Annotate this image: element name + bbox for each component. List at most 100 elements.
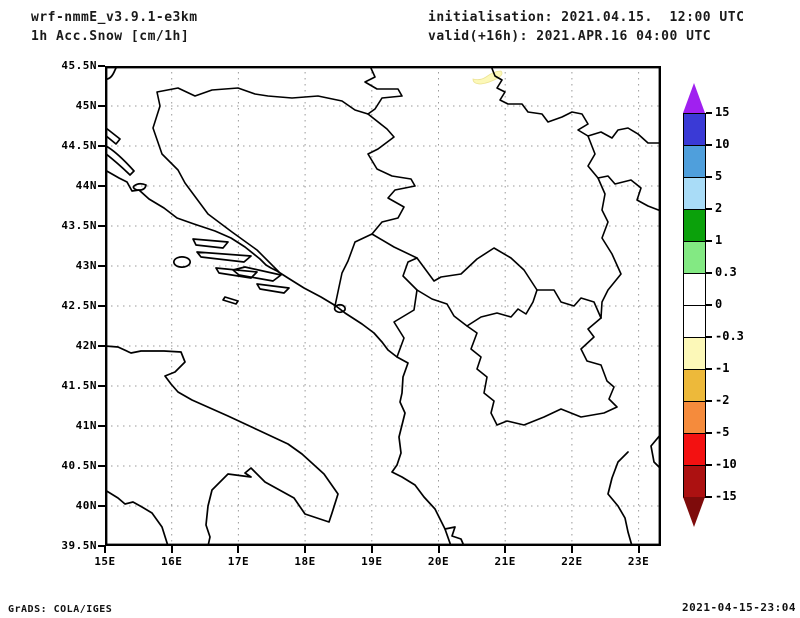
render-timestamp: 2021-04-15-23:04 (682, 601, 796, 614)
lon-tick (237, 546, 240, 553)
colorbar-segment (683, 145, 706, 177)
lat-tick-label: 40.5N (61, 459, 97, 472)
lon-tick-label: 17E (227, 555, 250, 568)
lat-tick (98, 225, 105, 227)
variable-title: 1h Acc.Snow [cm/1h] (31, 29, 190, 44)
colorbar-boundary (683, 241, 706, 242)
country-borders (152, 66, 661, 426)
colorbar-boundary (683, 433, 706, 434)
grads-credit: GrADS: COLA/IGES (8, 604, 113, 615)
colorbar-tick-label: -5 (715, 425, 730, 439)
colorbar-tick (706, 336, 712, 338)
colorbar-tick-label: -2 (715, 393, 730, 407)
colorbar-segment (683, 273, 706, 305)
map-canvas (105, 66, 661, 546)
lon-tick-label: 20E (427, 555, 450, 568)
colorbar-segment (683, 305, 706, 337)
lat-tick-label: 43N (75, 259, 97, 272)
lat-tick-label: 40N (75, 499, 97, 512)
colorbar-tick-label: 15 (715, 105, 730, 119)
colorbar-tick-label: -0.3 (715, 329, 744, 343)
colorbar-boundary (683, 401, 706, 402)
colorbar-tick (706, 176, 712, 178)
lon-tick-label: 16E (161, 555, 183, 568)
lon-tick (370, 546, 373, 553)
lon-tick-label: 19E (361, 555, 383, 568)
colorbar-segment (683, 113, 706, 145)
colorbar-tick (706, 144, 712, 146)
lat-tick (98, 265, 105, 267)
lon-tick-label: 23E (627, 555, 650, 568)
grid-lines (105, 66, 661, 546)
map-coastlines (105, 66, 661, 546)
colorbar-tick-label: 5 (715, 169, 723, 183)
lat-tick (98, 65, 105, 67)
colorbar-tick (706, 432, 712, 434)
colorbar-tick (706, 112, 712, 114)
valid-time-label: valid(+16h): 2021.APR.16 04:00 UTC (428, 29, 712, 44)
colorbar-tick (706, 240, 712, 242)
colorbar-boundary (683, 145, 706, 146)
lat-tick (98, 305, 105, 307)
lat-tick-label: 45N (75, 99, 97, 112)
lon-tick-label: 21E (494, 555, 516, 568)
lat-tick (98, 505, 105, 507)
colorbar-segment (683, 177, 706, 209)
map-frame (105, 66, 661, 546)
lat-tick (98, 385, 105, 387)
colorbar-segment (683, 401, 706, 433)
title-block-left: wrf-nmmE_v3.9.1-e3km 1h Acc.Snow [cm/1h] (31, 8, 198, 46)
lat-tick (98, 145, 105, 147)
colorbar-tick (706, 464, 712, 466)
colorbar-tick-label: 10 (715, 137, 730, 151)
colorbar-tick-label: -15 (715, 489, 737, 503)
colorbar-under-arrow (683, 497, 705, 527)
model-title: wrf-nmmE_v3.9.1-e3km (31, 10, 198, 25)
colorbar-boundary (683, 177, 706, 178)
colorbar-tick-label: 0 (715, 297, 723, 311)
lat-tick-label: 41N (75, 419, 97, 432)
colorbar-tick-label: 1 (715, 233, 723, 247)
colorbar-tick-label: 0.3 (715, 265, 737, 279)
colorbar-boundary (683, 465, 706, 466)
lon-tick (170, 546, 173, 553)
colorbar-segment (683, 337, 706, 369)
lon-tick (104, 546, 106, 553)
colorbar-over-arrow (683, 83, 705, 113)
colorbar-boundary (683, 113, 706, 114)
colorbar-tick (706, 368, 712, 370)
lon-tick (637, 546, 640, 553)
colorbar-tick-label: -1 (715, 361, 730, 375)
lat-tick (98, 465, 105, 467)
colorbar-segment (683, 369, 706, 401)
lon-tick-label: 15E (94, 555, 116, 568)
colorbar-tick-label: 2 (715, 201, 723, 215)
lat-tick (98, 545, 105, 547)
title-block-right: initialisation: 2021.04.15. 12:00 UTC va… (428, 8, 744, 46)
lat-tick (98, 105, 105, 107)
lat-tick-label: 44.5N (61, 139, 97, 152)
lat-tick-label: 39.5N (61, 539, 97, 552)
colorbar-tick (706, 496, 712, 498)
lon-tick (504, 546, 507, 553)
lat-tick (98, 425, 105, 427)
lat-tick (98, 185, 105, 187)
lat-tick-label: 43.5N (61, 219, 97, 232)
lon-tick (437, 546, 440, 553)
colorbar-tick (706, 400, 712, 402)
lon-tick-label: 22E (561, 555, 583, 568)
lat-tick-label: 41.5N (61, 379, 97, 392)
colorbar-segment (683, 465, 706, 497)
colorbar-tick-label: -10 (715, 457, 737, 471)
colorbar-boundary (683, 273, 706, 274)
colorbar-boundary (683, 337, 706, 338)
lat-tick-label: 42.5N (61, 299, 97, 312)
colorbar-boundary (683, 305, 706, 306)
colorbar-boundary (683, 209, 706, 210)
colorbar-segment (683, 209, 706, 241)
colorbar-tick (706, 208, 712, 210)
colorbar-tick (706, 304, 712, 306)
lon-tick (304, 546, 307, 553)
lat-tick-label: 42N (75, 339, 97, 352)
